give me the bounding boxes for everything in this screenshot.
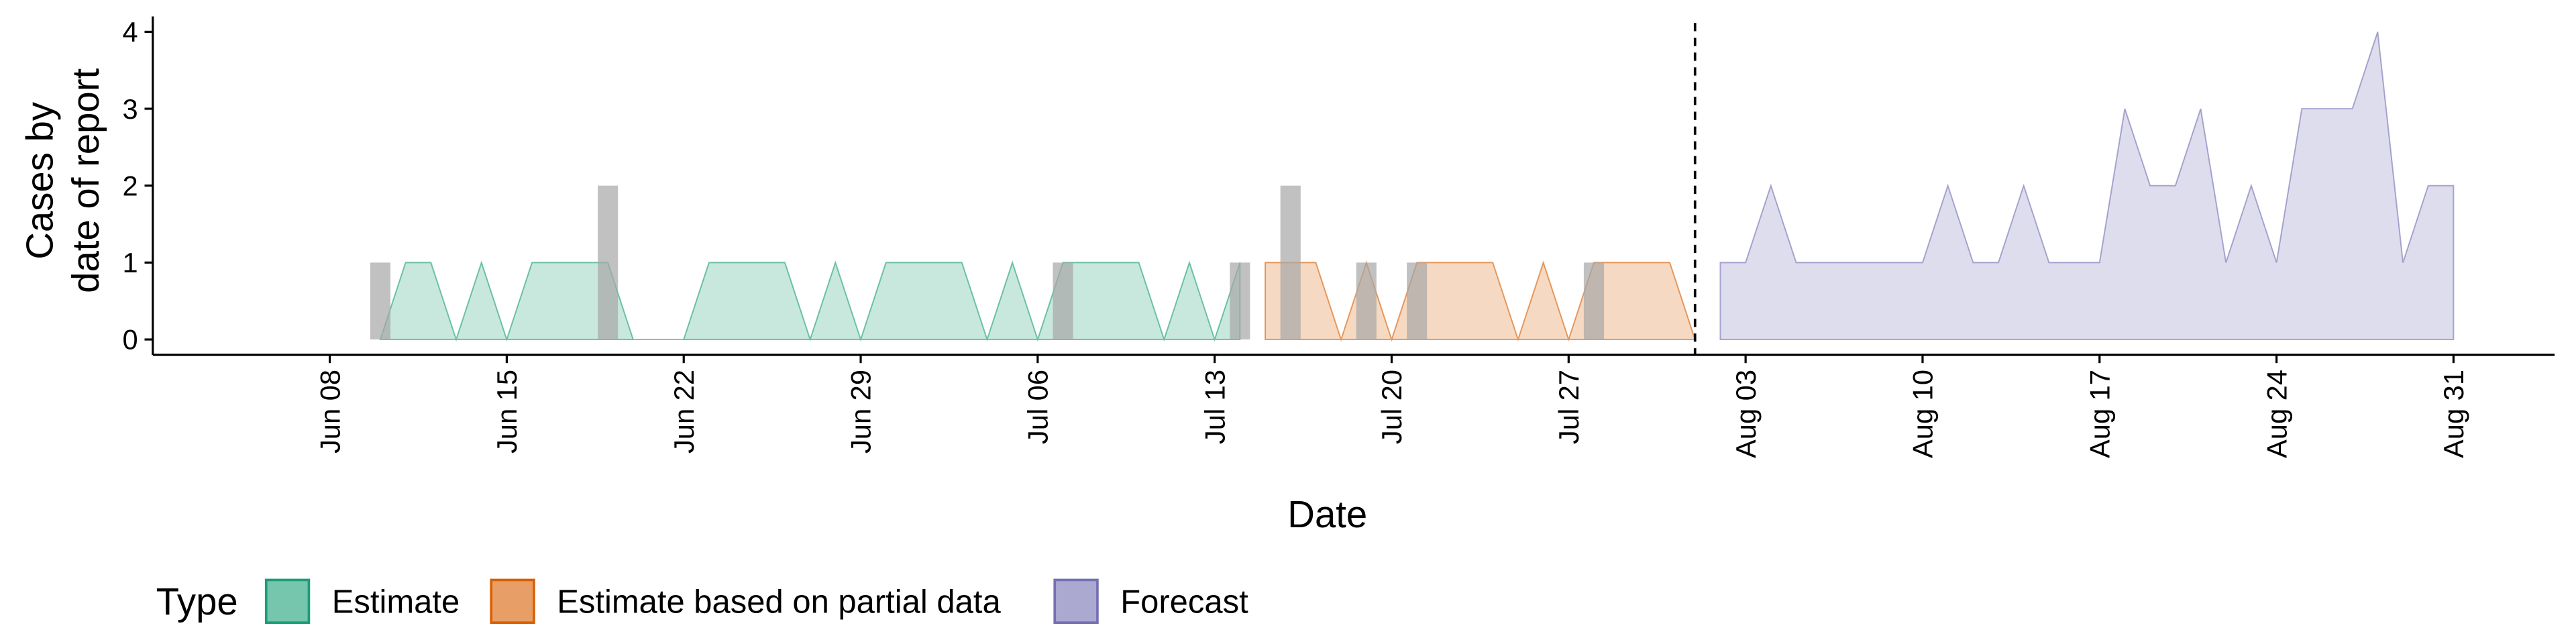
x-tick-label: Jul 27	[1553, 370, 1585, 444]
bar	[1407, 262, 1428, 340]
legend-label: Forecast	[1120, 584, 1248, 620]
y-axis-title: date of report	[64, 68, 107, 293]
x-tick-label: Jul 13	[1199, 370, 1230, 444]
x-tick-label: Jul 06	[1022, 370, 1054, 444]
bar	[1583, 262, 1605, 340]
legend-key	[490, 578, 535, 624]
x-tick-label: Aug 03	[1730, 370, 1762, 458]
bar	[598, 185, 619, 340]
bar	[370, 262, 391, 340]
x-tick-label: Jul 20	[1376, 370, 1407, 444]
x-tick-label: Aug 24	[2261, 370, 2292, 458]
x-tick-label: Jun 29	[845, 370, 877, 453]
x-tick-label: Jun 15	[491, 370, 523, 453]
bar	[1356, 262, 1377, 340]
x-tick-label: Jun 22	[668, 370, 700, 453]
legend-label: Estimate	[332, 584, 460, 620]
area	[1719, 32, 2455, 341]
bar	[1053, 262, 1073, 340]
y-axis-title: Cases by	[18, 101, 60, 260]
legend-key	[264, 578, 311, 624]
x-tick-label: Aug 17	[2084, 370, 2115, 458]
legend-title: Type	[156, 580, 238, 623]
area	[379, 260, 1241, 342]
legend-key	[1053, 578, 1099, 624]
y-tick-label: 1	[123, 247, 138, 278]
x-tick-label: Jun 08	[314, 370, 345, 453]
x-tick-label: Aug 10	[1907, 370, 1939, 458]
y-tick-label: 2	[123, 170, 138, 201]
legend-label: Estimate based on partial data	[557, 584, 1001, 620]
area	[1265, 260, 1697, 342]
bar	[1230, 262, 1250, 340]
x-axis-title: Date	[1287, 493, 1367, 535]
bar	[1280, 185, 1301, 340]
y-tick-label: 0	[123, 324, 138, 356]
y-tick-label: 4	[123, 16, 138, 48]
x-tick-label: Aug 31	[2438, 370, 2469, 458]
y-tick-label: 3	[123, 93, 138, 125]
